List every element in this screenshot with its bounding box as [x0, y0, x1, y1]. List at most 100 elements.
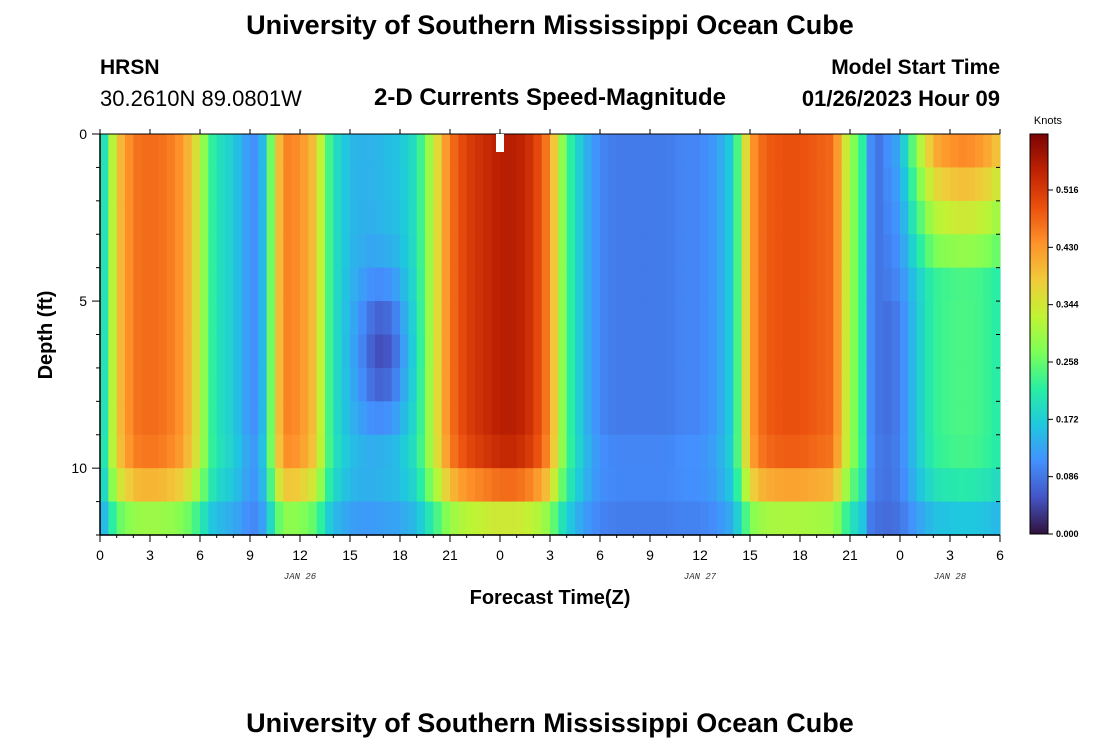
- heatmap-cell: [458, 401, 468, 436]
- heatmap-cell: [158, 501, 168, 536]
- heatmap-cell: [991, 434, 1001, 469]
- heatmap-cell: [375, 267, 384, 302]
- model-start-label: Model Start Time: [831, 56, 1000, 79]
- heatmap-cell: [916, 468, 926, 503]
- heatmap-cell: [850, 134, 859, 169]
- heatmap-cell: [841, 501, 851, 536]
- heatmap-cell: [166, 167, 176, 202]
- heatmap-cell: [650, 267, 659, 302]
- heatmap-cell: [666, 367, 676, 402]
- heatmap-cell: [966, 267, 976, 302]
- heatmap-cell: [816, 134, 826, 169]
- heatmap-cell: [250, 234, 259, 269]
- heatmap-cell: [866, 134, 876, 169]
- heatmap-cell: [258, 334, 268, 369]
- heatmap-cell: [991, 301, 1001, 336]
- heatmap-cell: [641, 367, 651, 402]
- heatmap-cell: [150, 334, 159, 369]
- heatmap-cell: [433, 234, 443, 269]
- heatmap-cell: [741, 301, 751, 336]
- heatmap-cell: [950, 301, 959, 336]
- heatmap-cell: [750, 334, 759, 369]
- heatmap-cell: [483, 501, 493, 536]
- heatmap-cell: [766, 301, 776, 336]
- heatmap-cell: [133, 267, 143, 302]
- heatmap-cell: [891, 501, 901, 536]
- heatmap-cell: [291, 301, 301, 336]
- heatmap-cell: [141, 401, 151, 436]
- heatmap-cell: [900, 167, 909, 202]
- heatmap-cell: [633, 468, 643, 503]
- heatmap-cell: [708, 367, 718, 402]
- heatmap-cell: [325, 434, 334, 469]
- heatmap-cell: [891, 334, 901, 369]
- heatmap-cell: [925, 134, 934, 169]
- heatmap-cell: [491, 301, 501, 336]
- heatmap-cell: [908, 501, 918, 536]
- heatmap-cell: [216, 301, 226, 336]
- heatmap-cell: [675, 167, 684, 202]
- heatmap-cell: [158, 134, 168, 169]
- heatmap-cell: [500, 434, 509, 469]
- heatmap-cell: [208, 267, 218, 302]
- heatmap-cell: [925, 434, 934, 469]
- heatmap-cell: [400, 134, 409, 169]
- heatmap-cell: [508, 234, 518, 269]
- heatmap-cell: [816, 501, 826, 536]
- heatmap-cell: [966, 167, 976, 202]
- heatmap-cell: [150, 434, 159, 469]
- heatmap-cell: [650, 234, 659, 269]
- heatmap-cell: [533, 468, 543, 503]
- heatmap-cell: [166, 301, 176, 336]
- heatmap-cell: [450, 134, 459, 169]
- heatmap-cell: [366, 501, 376, 536]
- heatmap-cell: [716, 200, 726, 235]
- heatmap-cell: [125, 334, 134, 369]
- heatmap-cell: [533, 401, 543, 436]
- heatmap-cell: [300, 200, 309, 235]
- heatmap-cell: [966, 200, 976, 235]
- heatmap-cell: [158, 234, 168, 269]
- heatmap-cell: [225, 301, 234, 336]
- heatmap-cell: [675, 501, 684, 536]
- heatmap-cell: [225, 134, 234, 169]
- heatmap-cell: [925, 401, 934, 436]
- heatmap-cell: [325, 267, 334, 302]
- heatmap-cell: [466, 434, 476, 469]
- heatmap-cell: [408, 501, 418, 536]
- heatmap-cell: [625, 367, 634, 402]
- heatmap-cell: [116, 234, 126, 269]
- heatmap-cell: [600, 200, 609, 235]
- heatmap-cell: [200, 234, 209, 269]
- heatmap-cell: [641, 334, 651, 369]
- heatmap-cell: [800, 301, 809, 336]
- heatmap-cell: [766, 134, 776, 169]
- heatmap-cell: [383, 334, 393, 369]
- heatmap-cell: [308, 367, 318, 402]
- heatmap-cell: [350, 468, 359, 503]
- y-axis-title: Depth (ft): [35, 291, 57, 380]
- heatmap-cell: [225, 401, 234, 436]
- heatmap-cell: [516, 367, 526, 402]
- heatmap-cell: [675, 301, 684, 336]
- heatmap-cell: [241, 401, 251, 436]
- heatmap-cell: [641, 234, 651, 269]
- heatmap-cell: [408, 234, 418, 269]
- heatmap-cell: [225, 501, 234, 536]
- heatmap-cell: [775, 234, 784, 269]
- heatmap-cell: [633, 301, 643, 336]
- heatmap-cell: [725, 301, 734, 336]
- heatmap-cell: [958, 200, 968, 235]
- heatmap-cell: [758, 234, 768, 269]
- heatmap-cell: [266, 434, 276, 469]
- heatmap-cell: [766, 334, 776, 369]
- heatmap-cell: [666, 401, 676, 436]
- heatmap-cell: [641, 267, 651, 302]
- heatmap-cell: [741, 200, 751, 235]
- heatmap-cell: [450, 301, 459, 336]
- heatmap-cell: [458, 200, 468, 235]
- heatmap-cell: [708, 134, 718, 169]
- heatmap-cell: [616, 200, 626, 235]
- heatmap-cell: [575, 267, 584, 302]
- heatmap-cell: [366, 334, 376, 369]
